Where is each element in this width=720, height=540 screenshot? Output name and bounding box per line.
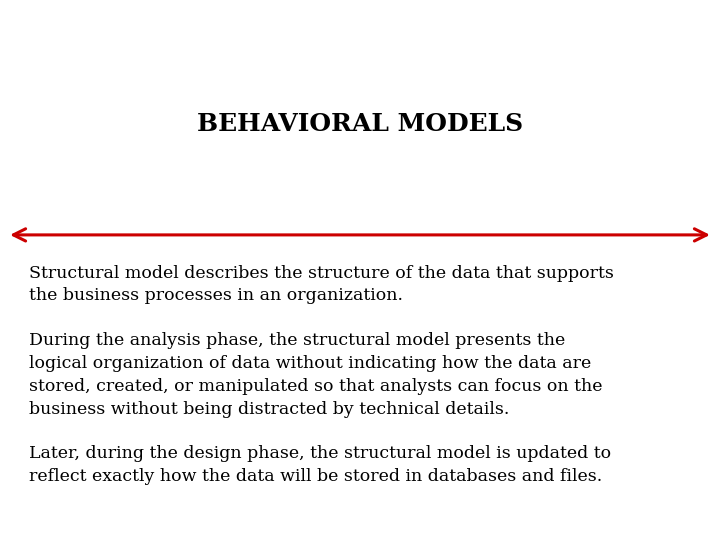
Text: BEHAVIORAL MODELS: BEHAVIORAL MODELS bbox=[197, 112, 523, 136]
Text: Structural model describes the structure of the data that supports
the business : Structural model describes the structure… bbox=[29, 265, 613, 305]
Text: During the analysis phase, the structural model presents the
logical organizatio: During the analysis phase, the structura… bbox=[29, 332, 603, 417]
Text: Later, during the design phase, the structural model is updated to
reflect exact: Later, during the design phase, the stru… bbox=[29, 446, 611, 485]
